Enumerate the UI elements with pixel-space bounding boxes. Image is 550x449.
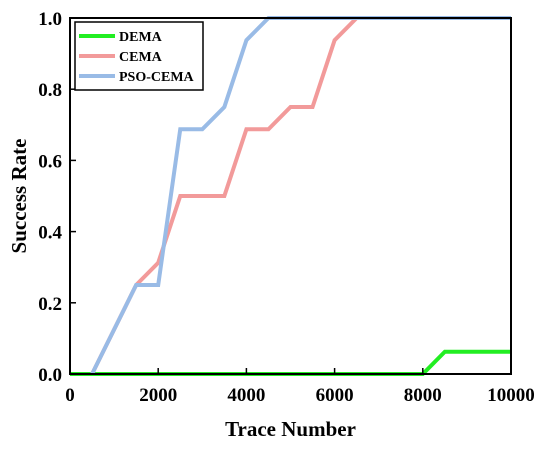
series-line-cema bbox=[90, 16, 511, 375]
x-tick-label: 0 bbox=[65, 385, 75, 406]
x-tick-label: 2000 bbox=[139, 385, 177, 406]
y-axis-ticks: 0.0 0.2 0.4 0.6 0.8 1.0 bbox=[38, 9, 76, 386]
x-tick-label: 10000 bbox=[487, 385, 535, 406]
y-axis-title: Success Rate bbox=[7, 139, 31, 254]
y-tick-label: 0.0 bbox=[38, 365, 62, 386]
y-tick-label: 1.0 bbox=[38, 9, 62, 30]
y-tick-label: 0.4 bbox=[38, 223, 62, 244]
plot-frame bbox=[69, 17, 512, 375]
x-axis-title: Trace Number bbox=[225, 417, 356, 441]
y-tick-label: 0.8 bbox=[38, 80, 62, 101]
series-line-dema bbox=[70, 349, 511, 376]
x-tick-label: 8000 bbox=[404, 385, 442, 406]
legend-label-pso-cema: PSO-CEMA bbox=[119, 70, 195, 85]
legend-label-dema: DEMA bbox=[119, 30, 163, 45]
y-tick-label: 0.6 bbox=[38, 151, 62, 172]
y-tick-label: 0.2 bbox=[38, 294, 62, 315]
x-axis-ticks: 0 2000 4000 6000 8000 10000 bbox=[65, 368, 535, 406]
legend-label-cema: CEMA bbox=[119, 50, 163, 65]
legend: DEMA CEMA PSO-CEMA bbox=[74, 21, 204, 91]
x-tick-label: 6000 bbox=[316, 385, 354, 406]
series-line-pso-cema bbox=[90, 16, 511, 375]
x-tick-label: 4000 bbox=[227, 385, 265, 406]
